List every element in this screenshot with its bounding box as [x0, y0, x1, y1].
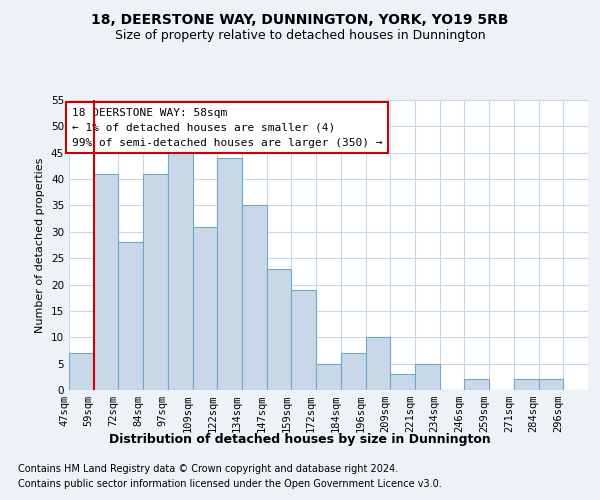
- Bar: [94, 174, 118, 390]
- Bar: [514, 380, 539, 390]
- Text: Size of property relative to detached houses in Dunnington: Size of property relative to detached ho…: [115, 29, 485, 42]
- Bar: [539, 380, 563, 390]
- Text: 18, DEERSTONE WAY, DUNNINGTON, YORK, YO19 5RB: 18, DEERSTONE WAY, DUNNINGTON, YORK, YO1…: [91, 12, 509, 26]
- Bar: [316, 364, 341, 390]
- Text: Distribution of detached houses by size in Dunnington: Distribution of detached houses by size …: [109, 432, 491, 446]
- Bar: [341, 353, 365, 390]
- Bar: [168, 152, 193, 390]
- Bar: [415, 364, 440, 390]
- Bar: [118, 242, 143, 390]
- Bar: [217, 158, 242, 390]
- Bar: [69, 353, 94, 390]
- Bar: [365, 338, 390, 390]
- Bar: [464, 380, 489, 390]
- Y-axis label: Number of detached properties: Number of detached properties: [35, 158, 46, 332]
- Text: 18 DEERSTONE WAY: 58sqm
← 1% of detached houses are smaller (4)
99% of semi-deta: 18 DEERSTONE WAY: 58sqm ← 1% of detached…: [72, 108, 382, 148]
- Bar: [390, 374, 415, 390]
- Bar: [292, 290, 316, 390]
- Bar: [143, 174, 168, 390]
- Bar: [193, 226, 217, 390]
- Bar: [242, 206, 267, 390]
- Text: Contains HM Land Registry data © Crown copyright and database right 2024.: Contains HM Land Registry data © Crown c…: [18, 464, 398, 474]
- Bar: [267, 268, 292, 390]
- Text: Contains public sector information licensed under the Open Government Licence v3: Contains public sector information licen…: [18, 479, 442, 489]
